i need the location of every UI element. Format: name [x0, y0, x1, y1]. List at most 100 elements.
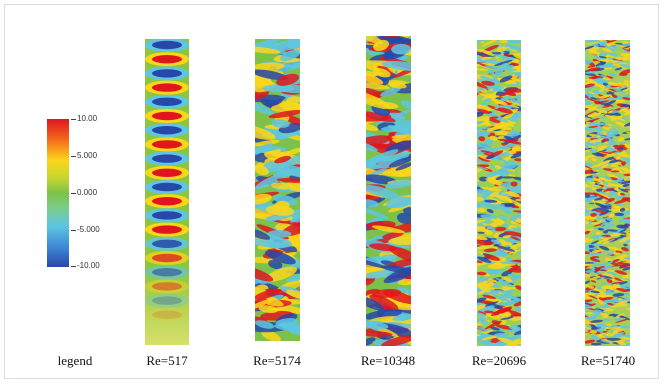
field-blob [610, 281, 622, 285]
field-blob [484, 65, 505, 71]
field-blob [601, 282, 609, 285]
field-blob [610, 170, 620, 173]
field-blob [507, 273, 521, 279]
field-blob [366, 81, 390, 90]
field-blob [477, 231, 486, 234]
field-blob [585, 135, 591, 141]
field-blob [622, 261, 630, 264]
field-blob [618, 72, 628, 77]
field-blob [480, 187, 494, 190]
field-blob [479, 150, 496, 155]
field-blob [501, 207, 513, 215]
field-blob [622, 109, 630, 115]
field-blob [510, 236, 521, 241]
field-blob [620, 297, 630, 302]
field-blob [484, 248, 497, 253]
contour-panel-re20696 [477, 40, 521, 346]
field-blob [597, 332, 606, 337]
field-blob [511, 215, 521, 221]
field-blob [255, 193, 272, 205]
field-blob [615, 203, 623, 206]
field-blob [619, 53, 630, 55]
panel-caption: Re=20696 [471, 353, 527, 368]
field-blob [261, 330, 281, 341]
field-blob [614, 83, 624, 87]
field-blob [602, 47, 613, 53]
field-blob [255, 288, 282, 300]
field-blob [265, 205, 295, 216]
field-blob [495, 245, 515, 252]
field-blob [152, 282, 182, 291]
field-blob [609, 150, 624, 153]
field-blob [613, 227, 625, 234]
field-blob [481, 80, 495, 86]
field-blob [590, 222, 601, 225]
field-blob [255, 139, 280, 147]
legend-tick-label: 0.000 [77, 188, 98, 197]
field-blob [488, 205, 505, 210]
legend-tick-mark [71, 193, 76, 194]
field-blob [477, 164, 489, 170]
field-blob [585, 296, 593, 300]
legend-tick-label: -5.000 [77, 225, 100, 234]
field-blob [477, 79, 488, 89]
field-blob [388, 237, 411, 245]
field-blob [382, 231, 404, 239]
field-blob [600, 305, 607, 309]
field-blob [381, 60, 411, 72]
field-blob [489, 326, 500, 331]
field-blob [608, 52, 618, 57]
field-blob [591, 208, 599, 212]
field-blob [585, 239, 593, 243]
field-blob [585, 61, 592, 65]
field-blob [622, 278, 630, 281]
field-blob [604, 258, 611, 262]
field-blob [255, 165, 269, 176]
field-blob [366, 256, 389, 269]
field-blob [590, 258, 601, 263]
field-blob [585, 251, 591, 255]
field-blob [477, 282, 495, 289]
field-blob [622, 197, 630, 203]
field-blob [366, 199, 380, 208]
field-blob [623, 94, 630, 98]
field-blob [625, 57, 630, 61]
field-blob [624, 190, 630, 194]
field-blob [152, 211, 182, 220]
field-blob [152, 83, 182, 92]
field-blob [276, 73, 300, 86]
field-blob [617, 147, 624, 150]
field-blob [585, 220, 589, 225]
field-blob [477, 156, 489, 165]
field-blob [587, 41, 600, 45]
field-blob [487, 154, 496, 160]
field-blob [585, 324, 592, 330]
field-blob [395, 162, 411, 171]
field-blob [606, 326, 621, 330]
field-blob [598, 177, 613, 182]
field-blob [598, 56, 607, 59]
legend-tick-mark [71, 119, 76, 120]
field-blob [509, 46, 518, 50]
field-blob [477, 127, 484, 131]
field-blob [286, 289, 300, 299]
field-blob [600, 74, 607, 78]
field-blob [591, 167, 600, 171]
field-blob [497, 301, 509, 306]
field-blob [480, 214, 498, 219]
legend-tick-mark [71, 230, 76, 231]
field-blob [607, 110, 614, 114]
panel-caption: Re=5174 [253, 353, 301, 368]
field-blob [610, 164, 620, 168]
field-blob [152, 126, 182, 135]
field-blob [595, 231, 601, 236]
field-blob [396, 287, 411, 297]
field-blob [366, 184, 400, 199]
field-blob [498, 335, 515, 340]
field-blob [510, 62, 519, 66]
field-blob [597, 159, 611, 166]
figure: 10.00 5.000 0.000 -5.000 -10.00 legend [4, 4, 659, 379]
field-blob [592, 164, 601, 168]
field-blob [593, 266, 606, 272]
field-blob [606, 190, 618, 196]
